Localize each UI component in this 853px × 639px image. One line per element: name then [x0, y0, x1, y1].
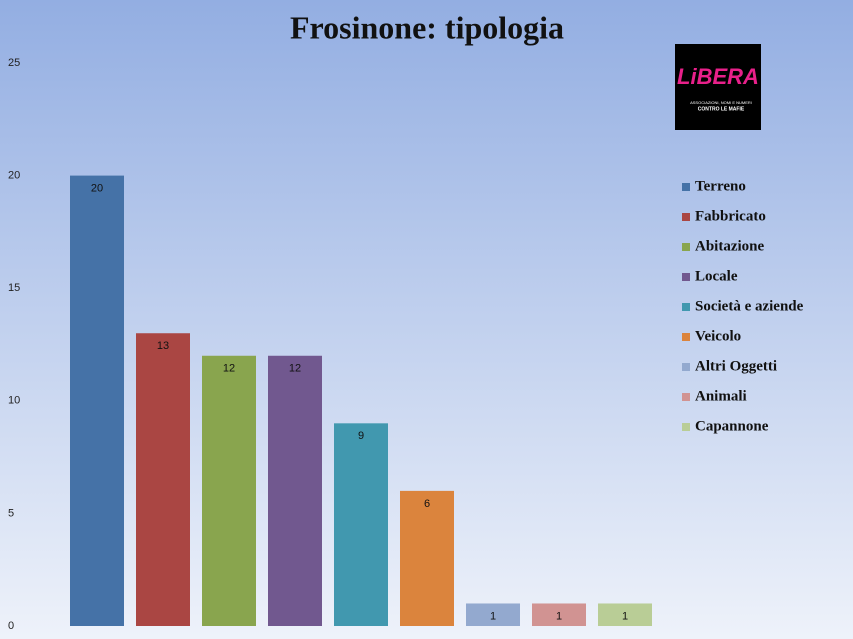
legend-swatch [682, 423, 690, 431]
legend-swatch [682, 273, 690, 281]
bar [466, 603, 520, 626]
legend-swatch [682, 363, 690, 371]
data-label: 1 [622, 610, 628, 622]
y-tick-label: 5 [8, 507, 14, 519]
legend-swatch [682, 303, 690, 311]
y-tick-label: 20 [8, 170, 20, 182]
y-tick-label: 25 [8, 57, 20, 69]
legend-label: Locale [695, 268, 738, 284]
y-tick-label: 15 [8, 282, 20, 294]
logo: LiBERA ASSOCIAZIONI, NOMI E NUMERI CONTR… [675, 44, 761, 130]
legend-label: Animali [695, 388, 747, 404]
data-label: 12 [289, 363, 301, 375]
legend-swatch [682, 183, 690, 191]
bar [598, 603, 652, 626]
data-label: 6 [424, 498, 430, 510]
logo-box [675, 44, 761, 130]
data-label: 12 [223, 363, 235, 375]
legend-label: Società e aziende [695, 298, 804, 314]
logo-line: ASSOCIAZIONI, NOMI E NUMERI [690, 100, 752, 105]
legend-swatch [682, 333, 690, 341]
legend-label: Capannone [695, 418, 769, 434]
legend-swatch [682, 243, 690, 251]
data-label: 1 [490, 610, 496, 622]
logo-name: LiBERA [677, 64, 759, 89]
legend-swatch [682, 393, 690, 401]
y-tick-label: 10 [8, 395, 20, 407]
legend-label: Terreno [695, 178, 746, 194]
legend-label: Veicolo [695, 328, 741, 344]
bar [136, 333, 190, 626]
bar [202, 355, 256, 626]
bar [70, 175, 124, 626]
data-label: 1 [556, 610, 562, 622]
bar [334, 423, 388, 626]
legend-label: Abitazione [695, 238, 765, 254]
y-tick-label: 0 [8, 620, 14, 632]
logo-line: CONTRO LE MAFIE [698, 106, 745, 112]
chart-title: Frosinone: tipologia [290, 9, 564, 45]
legend-swatch [682, 213, 690, 221]
bar [268, 355, 322, 626]
data-label: 20 [91, 183, 103, 195]
data-label: 13 [157, 340, 169, 352]
legend-label: Altri Oggetti [695, 358, 777, 374]
legend-label: Fabbricato [695, 208, 766, 224]
bar [532, 603, 586, 626]
bar [400, 490, 454, 626]
data-label: 9 [358, 430, 364, 442]
